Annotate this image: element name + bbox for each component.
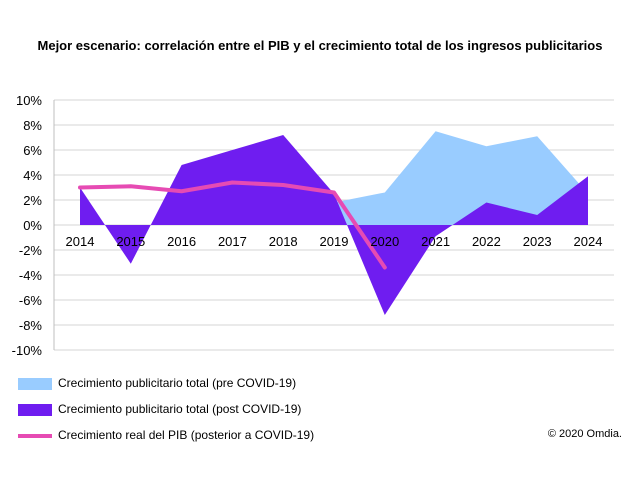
point-gdp: [282, 184, 284, 186]
legend-swatch-post-covid: [18, 404, 52, 416]
x-tick-label: 2022: [472, 234, 501, 249]
y-tick-label: 2%: [23, 193, 42, 208]
legend-swatch-pre-covid: [18, 378, 52, 390]
y-tick-label: 10%: [16, 93, 42, 108]
copyright-text: © 2020 Omdia.: [547, 428, 622, 440]
x-tick-label: 2018: [269, 234, 298, 249]
y-tick-label: -2%: [19, 243, 43, 258]
area-pre-covid: [334, 131, 588, 225]
y-tick-label: -10%: [12, 343, 43, 358]
y-tick-label: 4%: [23, 168, 42, 183]
point-gdp: [231, 182, 233, 183]
legend-swatch-gdp: [18, 434, 52, 438]
area-post-covid: [80, 135, 588, 315]
y-tick-label: 6%: [23, 143, 42, 158]
y-tick-label: -4%: [19, 268, 43, 283]
point-gdp: [79, 187, 81, 188]
y-tick-label: -6%: [19, 293, 43, 308]
x-tick-label: 2014: [66, 234, 95, 249]
chart-title: Mejor escenario: correlación entre el PI…: [37, 38, 603, 53]
x-tick-label: 2015: [116, 234, 145, 249]
y-tick-label: -8%: [19, 318, 43, 333]
legend-label-pre-covid: Crecimiento publicitario total (pre COVI…: [58, 376, 297, 390]
x-tick-label: 2019: [320, 234, 349, 249]
point-gdp: [384, 267, 386, 268]
point-gdp: [181, 190, 183, 192]
legend-label-post-covid: Crecimiento publicitario total (post COV…: [58, 402, 302, 416]
x-tick-label: 2024: [574, 234, 603, 249]
x-tick-label: 2021: [421, 234, 450, 249]
x-tick-label: 2023: [523, 234, 552, 249]
y-tick-label: 0%: [23, 218, 42, 233]
x-tick-label: 2020: [370, 234, 399, 249]
x-tick-label: 2016: [167, 234, 196, 249]
y-tick-label: 8%: [23, 118, 42, 133]
legend-label-gdp: Crecimiento real del PIB (posterior a CO…: [58, 428, 315, 442]
point-gdp: [130, 185, 132, 187]
point-gdp: [333, 192, 335, 193]
x-tick-label: 2017: [218, 234, 247, 249]
